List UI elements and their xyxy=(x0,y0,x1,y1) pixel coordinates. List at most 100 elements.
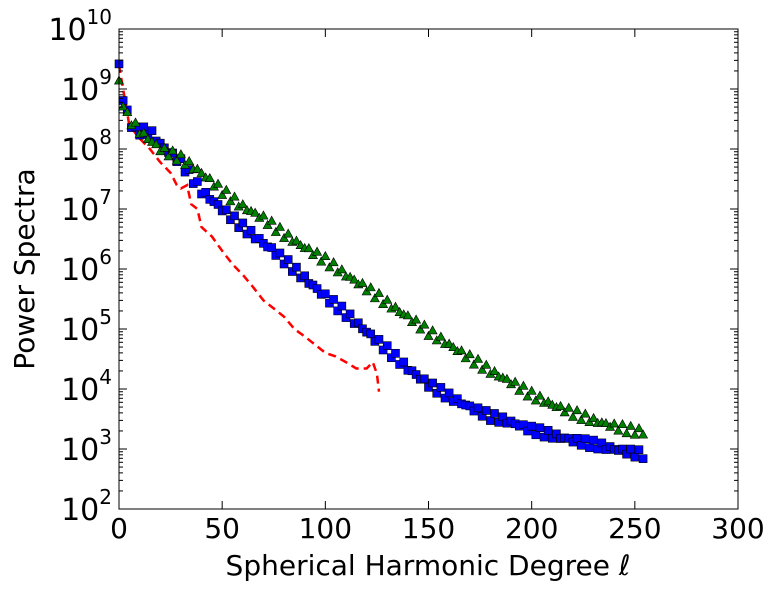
series-point-triangle xyxy=(415,324,426,334)
series-point-triangle xyxy=(600,418,611,428)
series-point-square xyxy=(531,430,541,440)
series-point-triangle xyxy=(221,184,232,194)
series-point-triangle xyxy=(122,107,133,117)
series-point-square xyxy=(486,416,495,425)
series-point-triangle xyxy=(625,420,636,430)
series-point-square xyxy=(473,403,483,413)
series-point-triangle xyxy=(477,364,488,374)
series-point-triangle xyxy=(320,250,331,260)
series-point-triangle xyxy=(633,423,644,433)
series-point-square xyxy=(267,243,276,252)
series-point-triangle xyxy=(196,167,207,177)
series-point-triangle xyxy=(283,228,294,238)
series-point-triangle xyxy=(266,215,277,225)
series-point-triangle xyxy=(258,210,269,220)
series-point-triangle xyxy=(609,418,620,428)
series-point-triangle xyxy=(349,274,360,284)
series-point-triangle xyxy=(621,428,632,438)
series-point-triangle xyxy=(316,256,327,266)
series-point-square xyxy=(626,444,636,454)
series-point-triangle xyxy=(448,341,459,351)
series-point-triangle xyxy=(390,301,401,311)
series-point-triangle xyxy=(501,373,512,383)
series-point-square xyxy=(221,205,231,215)
series-point-triangle xyxy=(555,400,566,410)
series-point-triangle xyxy=(576,414,587,424)
series-layer xyxy=(113,59,649,463)
series-point-square xyxy=(630,452,640,462)
series-point-triangle xyxy=(217,189,228,199)
series-point-triangle xyxy=(423,330,434,340)
series-point-triangle xyxy=(518,380,529,390)
series-point-triangle xyxy=(411,314,422,324)
series-point-square xyxy=(391,348,400,358)
series-point-square xyxy=(428,378,437,388)
series-point-triangle xyxy=(613,425,624,435)
series-point-triangle xyxy=(580,408,591,418)
series-point-triangle xyxy=(138,127,149,137)
series-point-square xyxy=(535,423,545,432)
series-point-triangle xyxy=(274,221,285,231)
series-point-triangle xyxy=(175,149,186,159)
series-point-square xyxy=(638,454,648,463)
y-tick-label: 103 xyxy=(61,425,112,468)
series-point-square xyxy=(436,383,446,392)
x-axis-label: Spherical Harmonic Degree ℓ xyxy=(226,549,631,582)
x-tick-label: 200 xyxy=(505,512,558,545)
series-point-triangle xyxy=(464,349,475,359)
series-point-triangle xyxy=(373,287,384,297)
series-point-triangle xyxy=(291,235,302,245)
x-tick-label: 50 xyxy=(204,512,240,545)
series-point-square xyxy=(230,211,239,221)
series-point-triangle xyxy=(617,419,628,429)
series-point-triangle xyxy=(336,264,347,274)
series-point-square xyxy=(345,309,355,319)
series-point-triangle xyxy=(419,319,430,329)
series-point-square xyxy=(420,374,429,384)
series-point-triangle xyxy=(572,405,583,415)
series-point-triangle xyxy=(526,385,537,395)
series-point-triangle xyxy=(534,390,545,400)
series-point-triangle xyxy=(510,376,521,386)
y-axis-label: Power Spectra xyxy=(8,168,41,369)
y-tick-label: 109 xyxy=(61,65,112,108)
series-point-triangle xyxy=(530,395,541,405)
series-point-square xyxy=(337,301,347,311)
series-point-triangle xyxy=(151,139,162,149)
series-point-square xyxy=(444,388,454,398)
series-point-triangle xyxy=(365,282,376,292)
series-point-triangle xyxy=(559,407,570,417)
series-point-triangle xyxy=(473,353,484,363)
series-point-triangle xyxy=(270,226,281,236)
series-point-triangle xyxy=(481,359,492,369)
series-point-square xyxy=(543,426,553,435)
series-point-triangle xyxy=(213,178,224,188)
series-line-red-dashed xyxy=(117,64,381,392)
series-point-triangle xyxy=(130,117,141,127)
series-point-triangle xyxy=(427,325,438,335)
series-point-square xyxy=(300,271,310,281)
series-point-triangle xyxy=(312,246,323,256)
series-point-triangle xyxy=(229,191,240,201)
series-point-triangle xyxy=(444,338,455,348)
series-point-triangle xyxy=(171,155,182,165)
series-point-triangle xyxy=(402,310,413,320)
x-tick-label: 250 xyxy=(608,512,661,545)
series-point-triangle xyxy=(629,429,640,439)
series-point-square xyxy=(527,421,536,431)
series-point-square xyxy=(490,409,499,418)
series-point-triangle xyxy=(489,365,500,376)
series-point-triangle xyxy=(357,277,368,287)
series-point-triangle xyxy=(543,396,554,406)
series-group-green-triangles xyxy=(113,75,649,439)
series-point-square xyxy=(581,434,590,443)
series-point-triangle xyxy=(204,172,215,182)
series-point-square xyxy=(589,435,598,445)
series-point-triangle xyxy=(250,207,261,217)
series-point-triangle xyxy=(279,232,290,242)
series-point-triangle xyxy=(118,101,129,111)
series-point-triangle xyxy=(184,156,195,166)
series-point-square xyxy=(481,406,491,415)
series-point-triangle xyxy=(163,151,174,161)
x-tick-label: 0 xyxy=(110,512,128,545)
